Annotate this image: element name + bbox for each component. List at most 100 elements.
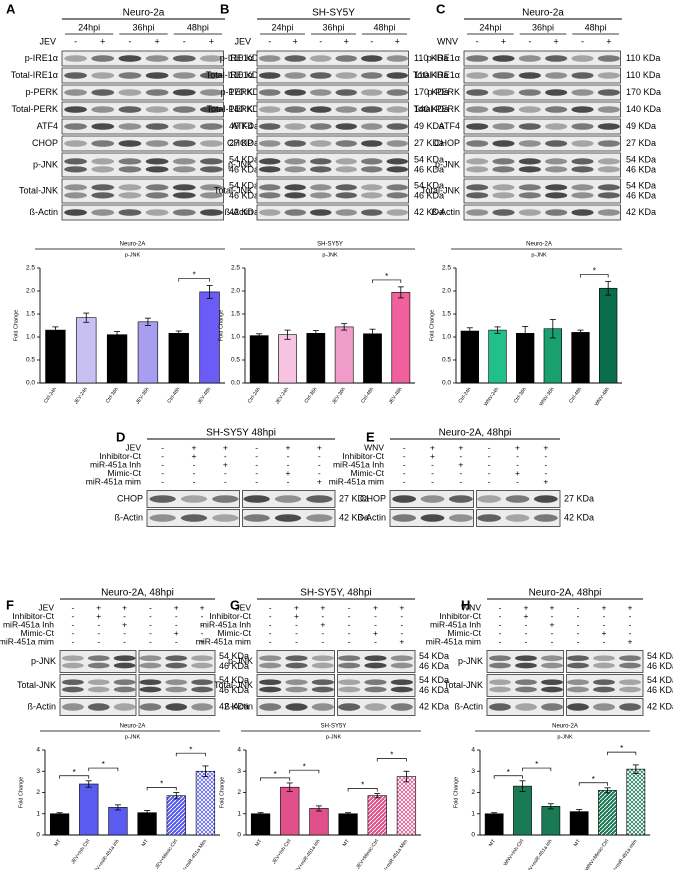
blot-header: Neuro-2A, 48hpi (439, 428, 512, 439)
band (62, 679, 84, 686)
y-tick-label: 4 (36, 747, 40, 754)
band (545, 209, 568, 216)
y-tick-label: 2.5 (26, 265, 35, 272)
blot-strip (61, 152, 224, 178)
sign: + (628, 636, 633, 646)
band (386, 166, 408, 173)
sign: + (344, 36, 349, 46)
band (335, 158, 357, 165)
group-label: 48hpi (373, 22, 395, 32)
band (191, 686, 213, 693)
band (200, 89, 223, 96)
x-tick-label: Ctrl-36h (105, 386, 120, 404)
band (259, 184, 281, 191)
band (492, 192, 515, 199)
sign: + (554, 36, 559, 46)
band (364, 686, 387, 693)
band (191, 703, 213, 711)
condition-label: Inhibitor-Ct (209, 611, 251, 621)
x-tick-label: WNV+miR-451a mim (607, 838, 639, 870)
sign: - (525, 628, 528, 638)
significance-label: * (507, 768, 510, 777)
sign: + (122, 602, 127, 612)
band (191, 662, 213, 669)
band (361, 89, 383, 96)
size-label: 42 KDa (419, 701, 449, 711)
row-label: CHOP (434, 138, 460, 148)
size-label: 46 KDa (419, 685, 449, 695)
y-tick-label: 3 (471, 768, 475, 775)
sign: + (192, 442, 197, 452)
sign: - (201, 611, 204, 621)
group-label: 24hpi (78, 22, 100, 32)
sign: - (183, 36, 186, 46)
band (139, 686, 162, 693)
row-label: p-IRE1α (25, 53, 58, 63)
row-label: ß-Actin (224, 701, 253, 711)
blot-strip (256, 650, 335, 673)
sign: - (295, 619, 298, 629)
bar (363, 333, 382, 384)
band (139, 679, 162, 686)
x-tick-label: WNV+Mimic-Ctrl (584, 838, 610, 870)
band (243, 514, 270, 522)
band (310, 89, 332, 96)
band (567, 686, 589, 693)
condition-label: Inhibitor-Ct (12, 611, 54, 621)
sign: + (154, 36, 159, 46)
band (567, 655, 589, 662)
bar (460, 330, 479, 384)
band (311, 655, 334, 662)
y-tick-label: 1.0 (231, 334, 240, 341)
band (64, 55, 87, 62)
band (172, 140, 196, 147)
sign: + (399, 602, 404, 612)
band (118, 55, 142, 62)
band (285, 655, 308, 662)
x-tick-label: WNV-24h (483, 386, 500, 407)
chart-subtitle: p-JNK (125, 252, 141, 258)
band (335, 209, 357, 216)
band (515, 662, 537, 669)
band (87, 679, 110, 686)
band (386, 209, 408, 216)
band (489, 703, 511, 711)
blot-strip (463, 50, 621, 67)
size-label: 42 KDa (339, 512, 369, 522)
size-label: 54 KDa (414, 154, 444, 164)
significance-bracket (580, 274, 609, 278)
sign: - (255, 442, 258, 452)
band (390, 655, 413, 662)
sign: - (577, 602, 580, 612)
size-label: 54 KDa (626, 154, 656, 164)
band (118, 192, 142, 199)
condition-label: JEV (38, 602, 54, 612)
size-label: 140 KDa (414, 104, 449, 114)
row-label: p-JNK (228, 656, 253, 666)
x-tick-label: Ctrl-24h (247, 386, 262, 404)
y-tick-label: 3 (237, 768, 241, 775)
sign: + (294, 602, 299, 612)
size-label: 27 KDa (339, 493, 369, 503)
sign: - (268, 36, 271, 46)
sign: + (320, 602, 325, 612)
sign: - (544, 451, 547, 461)
x-tick-label: Ctrl-48h (360, 386, 375, 404)
row-label: p-JNK (458, 656, 483, 666)
condition-label: Inhibitor-Ct (342, 451, 384, 461)
band (515, 686, 537, 693)
band (545, 140, 568, 147)
significance-bracket (372, 279, 402, 283)
y-tick-label: 3 (36, 768, 40, 775)
group-label: 36hpi (132, 22, 154, 32)
sign: - (71, 611, 74, 621)
size-label: 46 KDa (229, 164, 259, 174)
chart-title: Neuro-2A (120, 242, 146, 248)
band (361, 158, 383, 165)
row-label: Total-JNK (444, 680, 483, 690)
size-label: 110 KDa (626, 70, 660, 80)
band (597, 72, 620, 79)
band (259, 140, 281, 147)
band (518, 158, 541, 165)
